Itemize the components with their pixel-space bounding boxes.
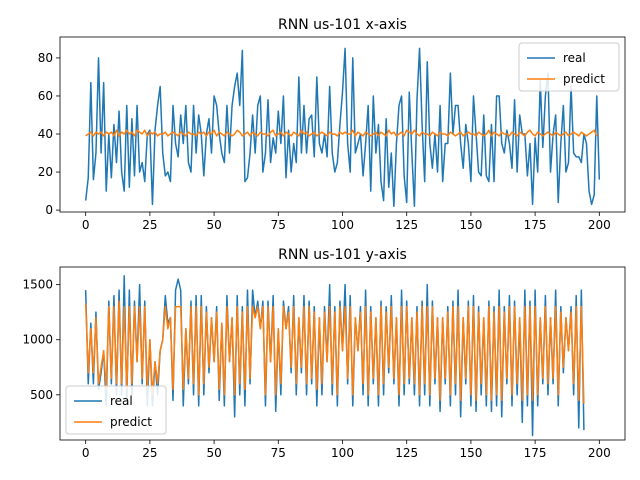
x-tick-label: 175 — [524, 446, 547, 460]
x-tick-label: 150 — [459, 218, 482, 232]
x-tick-label: 50 — [206, 446, 221, 460]
y-tick-label: 40 — [38, 127, 53, 141]
x-tick-label: 100 — [331, 446, 354, 460]
x-tick-label: 125 — [395, 446, 418, 460]
series-line-real — [84, 47, 601, 208]
y-tick-label: 1500 — [22, 278, 53, 292]
x-tick-label: 25 — [142, 218, 157, 232]
chart-2: RNN us-101 y-axis 0 25 50 75 100 125 150 175 200 5… — [22, 247, 626, 460]
legend-label-predict: predict — [110, 415, 152, 429]
x-tick-label: 50 — [206, 218, 221, 232]
chart-1: RNN us-101 x-axis 0 25 50 75 100 125 150 175 200 0… — [38, 17, 626, 232]
x-tick-label: 125 — [395, 218, 418, 232]
x-tick-label: 100 — [331, 218, 354, 232]
chart-title: RNN us-101 x-axis — [278, 17, 407, 33]
y-tick-label: 60 — [38, 89, 53, 103]
y-tick-label: 500 — [30, 388, 53, 402]
legend-label-predict: predict — [563, 72, 605, 86]
x-tick-label: 0 — [82, 218, 90, 232]
chart-title: RNN us-101 y-axis — [278, 247, 407, 263]
y-tick-label: 20 — [38, 165, 53, 179]
x-tick-label: 200 — [588, 218, 611, 232]
y-tick-label: 0 — [45, 203, 53, 217]
y-tick-label: 1000 — [22, 333, 53, 347]
x-tick-label: 25 — [142, 446, 157, 460]
legend: real predict — [65, 385, 167, 435]
legend-label-real: real — [110, 394, 133, 408]
x-tick-label: 75 — [271, 446, 286, 460]
legend-label-real: real — [563, 51, 586, 65]
x-tick-label: 75 — [271, 218, 286, 232]
y-tick-label: 80 — [38, 51, 53, 65]
x-tick-label: 0 — [82, 446, 90, 460]
x-tick-label: 175 — [524, 218, 547, 232]
series-line-predict — [85, 129, 598, 137]
x-tick-label: 150 — [459, 446, 482, 460]
series-line-predict — [84, 300, 585, 404]
x-tick-label: 200 — [588, 446, 611, 460]
legend: real predict — [518, 42, 620, 92]
